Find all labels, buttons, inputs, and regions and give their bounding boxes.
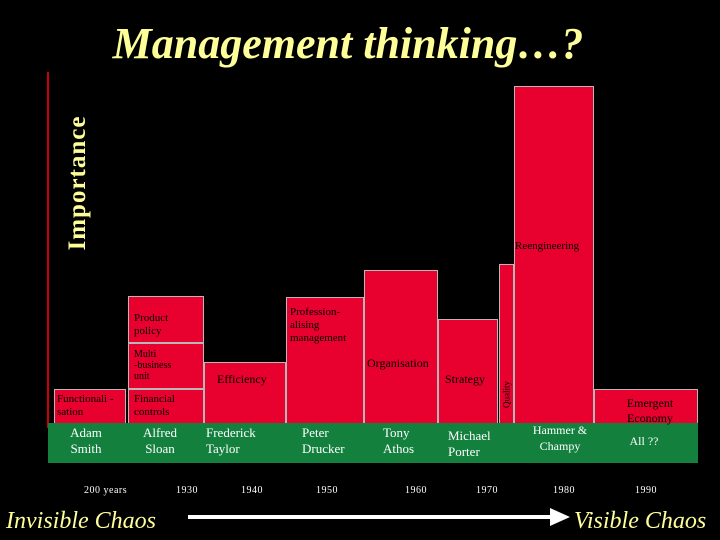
- bar-label-reengineering: Reengineering: [515, 240, 580, 252]
- bar-professionalising: [286, 297, 364, 427]
- bar-label-organisation: Organisation: [367, 356, 429, 370]
- thinker-frederick-taylor: Frederick Taylor: [206, 425, 256, 456]
- visible-chaos-caption: Visible Chaos: [574, 508, 707, 534]
- bar-product-policy: Product policy: [128, 296, 204, 343]
- bar-efficiency: Efficiency: [204, 362, 286, 427]
- y-axis-label: Importance: [64, 115, 91, 251]
- year-label: 1990: [635, 485, 657, 496]
- bar-label-efficiency: Efficiency: [217, 372, 267, 386]
- bar-financial-controls: Financial controls: [128, 389, 204, 427]
- year-label: 1930: [176, 485, 198, 496]
- bar-emergent-economy: [594, 389, 698, 427]
- bar-label-professionalising: Profession-alising management: [290, 306, 347, 344]
- thinker-hammer-champy: Hammer & Champy: [532, 423, 588, 453]
- thinker-michael-porter: Michael Porter: [448, 428, 491, 459]
- bar-label-strategy: Strategy: [445, 372, 485, 386]
- bar-label-multi-business-unit: Multi -business unit: [134, 349, 172, 382]
- thinker-adam-smith: Adam Smith: [70, 425, 102, 456]
- bar-functionalisation: Functionali - sation: [54, 389, 126, 427]
- y-axis-line: [47, 72, 49, 428]
- bar-multi-business-unit: Multi -business unit: [128, 343, 204, 389]
- bar-reengineering: Reengineering: [514, 86, 594, 427]
- year-label: 1980: [553, 485, 575, 496]
- year-label: 1960: [405, 485, 427, 496]
- thinker-alfred-sloan: Alfred Sloan: [143, 425, 177, 456]
- thinker-peter-drucker: Peter Drucker: [302, 425, 345, 456]
- bar-quality: Quality: [499, 264, 514, 427]
- timeline-arrow: [188, 508, 570, 526]
- invisible-chaos-caption: Invisible Chaos: [6, 508, 156, 534]
- year-label: 1950: [316, 485, 338, 496]
- bar-label-functionalisation: Functionali - sation: [57, 393, 114, 418]
- bar-label-quality: Quality: [501, 381, 512, 408]
- thinker-tony-athos: Tony Athos: [383, 425, 415, 456]
- year-label: 200 years: [84, 485, 128, 496]
- bar-label-financial-controls: Financial controls: [134, 393, 175, 418]
- thinker-all: All ??: [629, 434, 659, 448]
- slide-title: Management thinking…?: [112, 19, 584, 68]
- bar-label-emergent-economy: Emergent Economy: [626, 396, 674, 425]
- thinkers-band: [48, 423, 698, 463]
- bar-organisation: Organisation: [364, 270, 438, 427]
- year-label: 1940: [241, 485, 263, 496]
- bar-strategy: Strategy: [438, 319, 498, 427]
- bar-label-product-policy: Product policy: [134, 312, 169, 337]
- year-label: 1970: [476, 485, 498, 496]
